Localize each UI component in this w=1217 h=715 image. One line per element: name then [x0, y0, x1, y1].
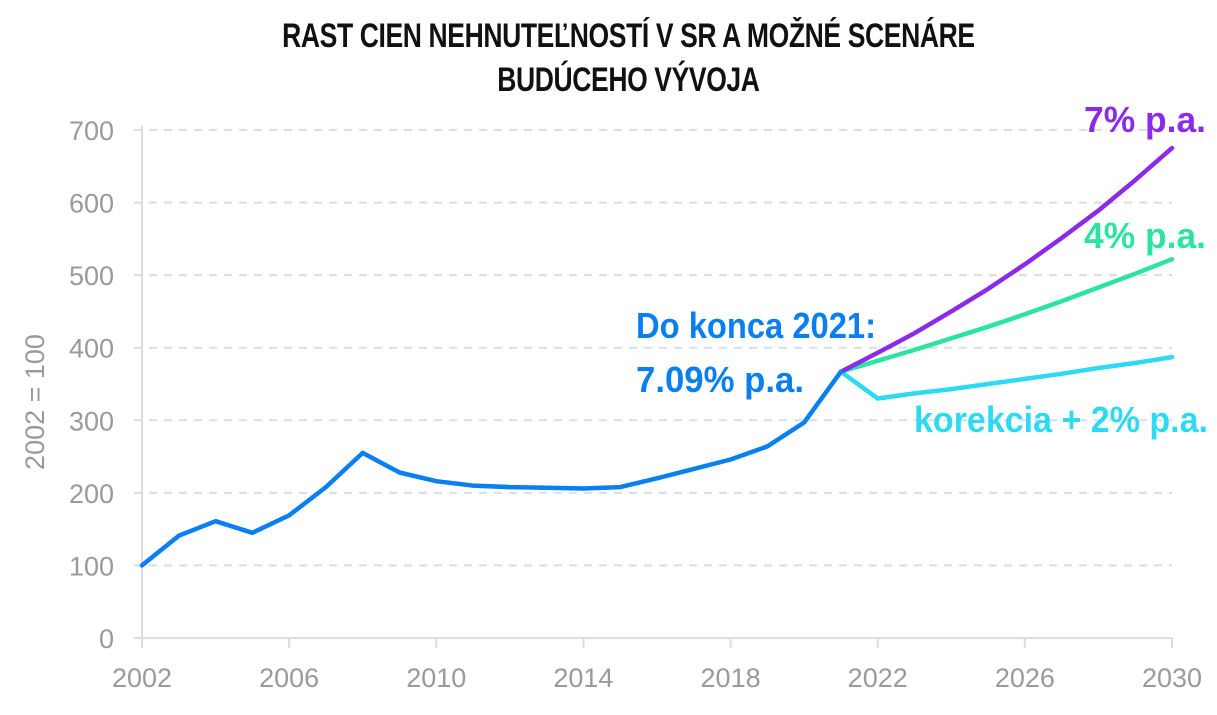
x-tick-label: 2010	[406, 663, 466, 693]
y-tick-label: 300	[69, 406, 114, 436]
annotation-correction: korekcia + 2% p.a.	[914, 399, 1208, 440]
series-line	[139, 369, 844, 568]
gridlines	[134, 129, 1172, 567]
annotation-historical-line2: 7.09% p.a.	[636, 359, 804, 400]
y-tick-label: 200	[69, 479, 114, 509]
x-tick-label: 2002	[112, 663, 172, 693]
chart-title: RAST CIEN NEHNUTEĽNOSTÍ V SR A MOŽNÉ SCE…	[138, 14, 1118, 102]
y-tick-label: 400	[69, 334, 114, 364]
x-tick-labels: 2002 2006 2010 2014 2018 2022 2026 2030	[112, 663, 1202, 693]
series-line	[838, 145, 1175, 374]
y-tick-label: 100	[69, 551, 114, 581]
y-tick-labels: 0 100 200 300 400 500 600 700	[69, 116, 114, 654]
y-tick-label: 500	[69, 261, 114, 291]
annotation-7pct: 7% p.a.	[1084, 99, 1206, 140]
x-tick-label: 2018	[701, 663, 761, 693]
x-tick-label: 2006	[259, 663, 319, 693]
x-tick-label: 2026	[995, 663, 1055, 693]
x-tick-label: 2022	[848, 663, 908, 693]
y-tick-label: 700	[69, 116, 114, 146]
series-line	[838, 354, 1175, 401]
y-axis-label: 2002 = 100	[20, 334, 50, 470]
chart-title-line1: RAST CIEN NEHNUTEĽNOSTÍ V SR A MOŽNÉ SCE…	[282, 17, 975, 55]
annotation-4pct: 4% p.a.	[1084, 215, 1206, 256]
x-tick-label: 2014	[553, 663, 613, 693]
y-tick-label: 0	[99, 624, 114, 654]
data-series	[139, 145, 1175, 568]
annotations: Do konca 2021: 7.09% p.a. 7% p.a. 4% p.a…	[636, 99, 1208, 440]
series-line	[838, 256, 1175, 374]
y-tick-label: 600	[69, 189, 114, 219]
axes	[134, 126, 1173, 648]
chart-title-line2: BUDÚCEHO VÝVOJA	[497, 61, 760, 99]
x-tick-label: 2030	[1142, 663, 1202, 693]
annotation-historical-line1: Do konca 2021:	[636, 305, 876, 346]
